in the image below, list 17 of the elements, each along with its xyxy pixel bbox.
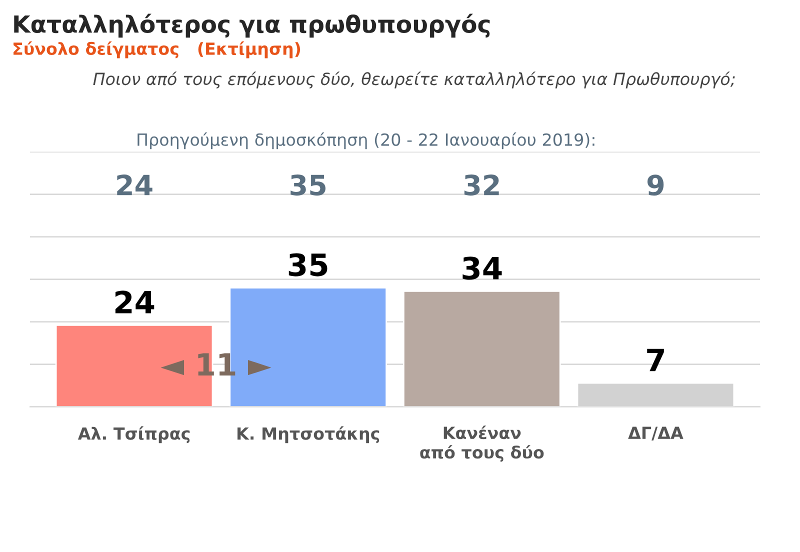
chart-subtitle: Σύνολο δείγματος (Εκτίμηση) [14,41,300,58]
x-tick-label: Αλ. Τσίπρας [78,426,190,444]
data-label: 24 [115,290,154,314]
annotation: 32 [464,174,499,196]
annotation: 24 [117,174,152,196]
annotation: 9 [647,174,664,196]
data-label: 35 [288,253,328,276]
chart-title: Καταλληλότερος για πρωθυπουργός [14,14,490,38]
bar [402,290,561,407]
x-tick-label: ΔΓ/ΔΑ [628,426,684,440]
data-label: 7 [647,348,664,372]
text: Ποιον από τους επόμενους δύο, θεωρείτε καταλληλότερο για Πρωθυπουργό; [93,72,735,88]
x-tick-label: Κανέναν από τους δύο [420,426,544,462]
data-label: 34 [462,256,502,280]
annotation: 35 [290,174,326,196]
text: Προηγούμενη δημοσκόπηση (20 - 22 Ιανουαρίου 2019): [138,132,594,150]
x-tick-label: Κ. Μητσοτάκης [238,426,380,444]
